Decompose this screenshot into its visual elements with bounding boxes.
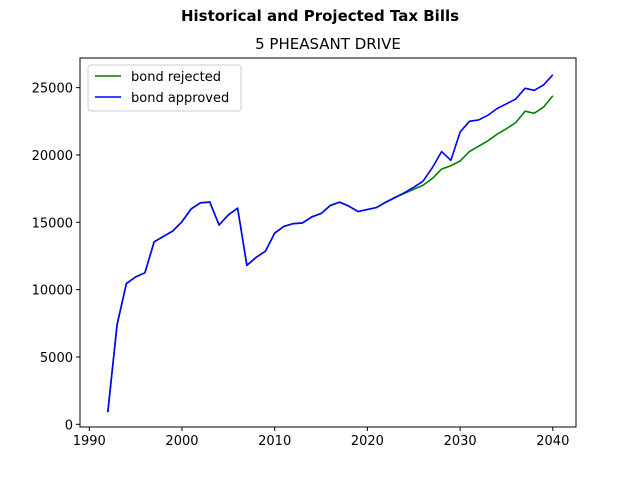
x-tick-label: 2020 — [351, 434, 384, 449]
legend-label-bond-rejected: bond rejected — [131, 70, 221, 85]
x-tick-label: 1990 — [73, 434, 106, 449]
series-layer — [107, 74, 554, 413]
y-axis: 0 5000 10000 15000 20000 25000 — [32, 82, 80, 433]
axes-frame — [79, 57, 577, 428]
x-axis: 1990 2000 2010 2020 2030 2040 — [73, 427, 569, 449]
series-line-bond-rejected — [107, 95, 554, 413]
y-tick-label: 15000 — [32, 216, 73, 231]
series-line-bond-approved — [107, 74, 554, 413]
y-tick-label: 0 — [65, 418, 73, 433]
x-tick-label: 2030 — [444, 434, 477, 449]
y-tick-label: 25000 — [32, 82, 73, 97]
legend-label-bond-approved: bond approved — [131, 91, 229, 106]
chart-title: 5 PHEASANT DRIVE — [255, 35, 401, 53]
x-tick-label: 2000 — [165, 434, 198, 449]
x-tick-label: 2040 — [536, 434, 569, 449]
y-tick-label: 10000 — [32, 284, 73, 299]
y-tick-label: 5000 — [40, 351, 73, 366]
legend-box — [87, 64, 242, 112]
legend: bond rejected bond approved — [87, 64, 242, 112]
x-tick-label: 2010 — [258, 434, 291, 449]
plot-area: 1990 2000 2010 2020 2030 2040 0 5000 10000 15000… — [32, 57, 577, 449]
y-tick-label: 20000 — [32, 149, 73, 164]
chart-suptitle: Historical and Projected Tax Bills — [181, 7, 459, 25]
